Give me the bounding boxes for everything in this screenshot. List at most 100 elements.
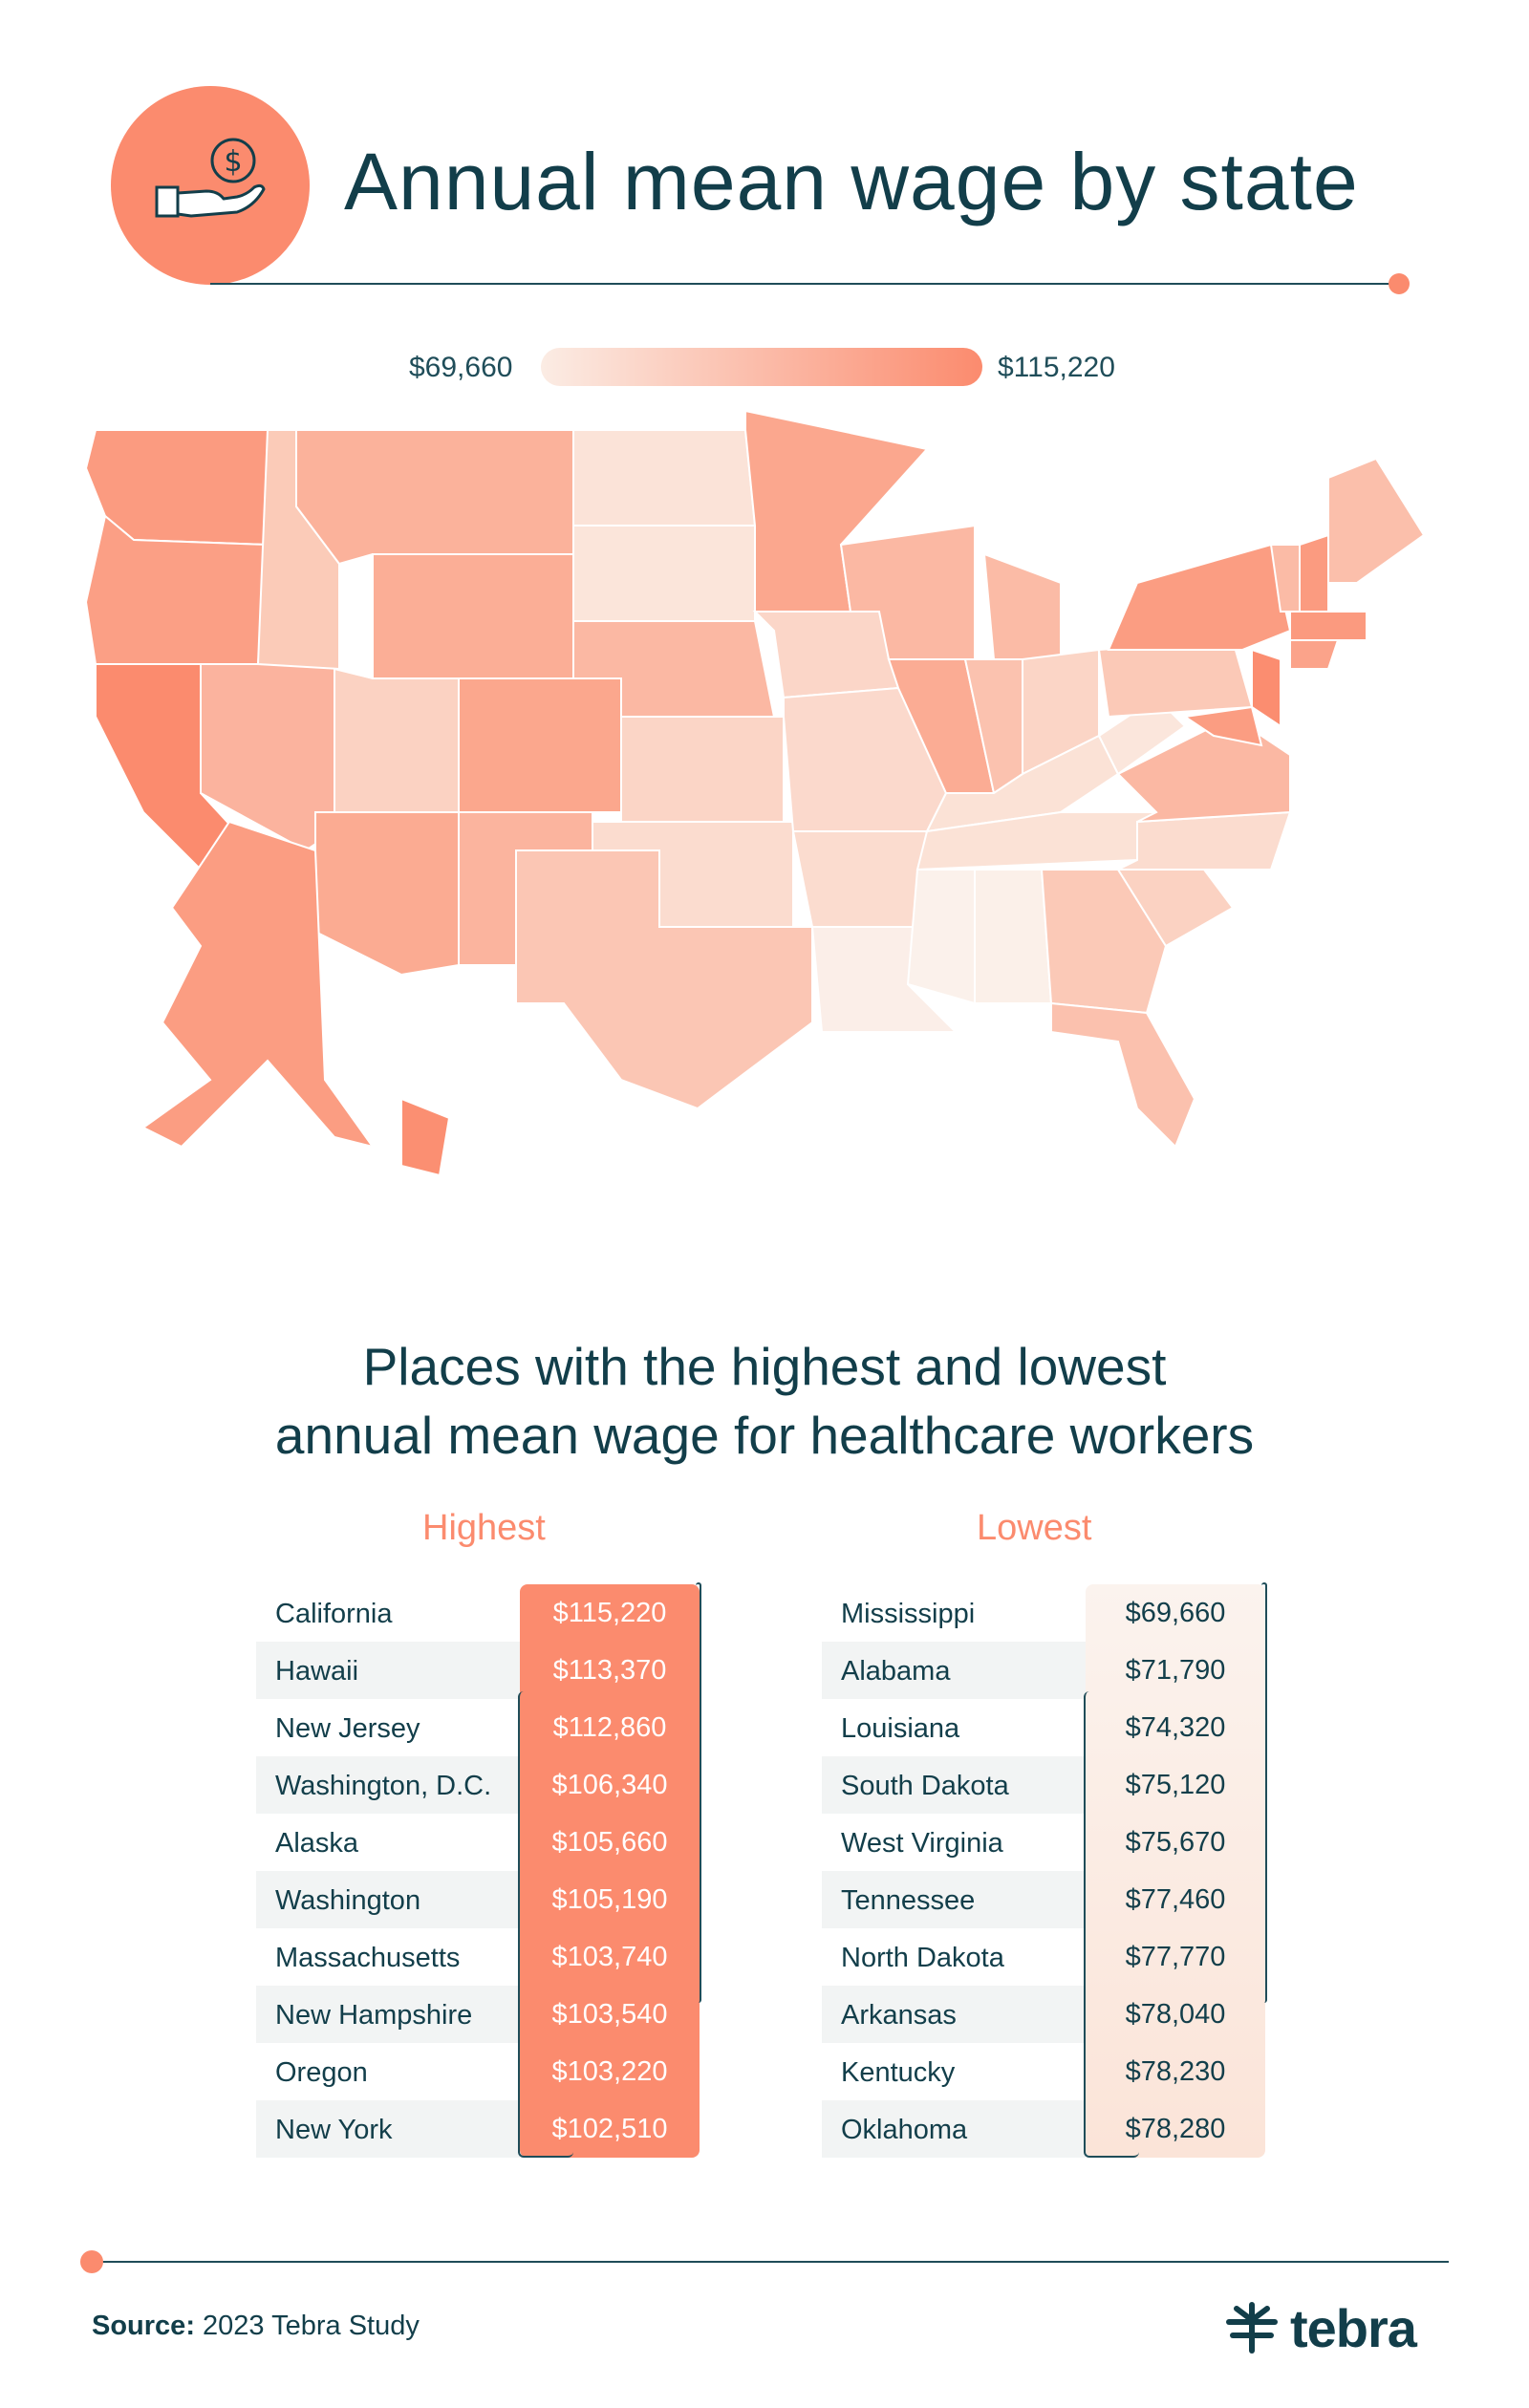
- legend-max-label: $115,220: [998, 352, 1115, 383]
- header-divider: [210, 283, 1395, 285]
- state-name: Alaska: [275, 1828, 359, 1859]
- table-row: Oklahoma $78,280: [822, 2100, 1265, 2158]
- table-row: California $115,220: [256, 1584, 700, 1642]
- table-row: New York $102,510: [256, 2100, 700, 2158]
- state-alabama: [974, 869, 1053, 1004]
- state-massachusetts: [1289, 611, 1367, 641]
- wage-value: $103,540: [551, 1999, 668, 2030]
- state-name: Louisiana: [841, 1713, 960, 1744]
- source-text: 2023 Tebra Study: [203, 2311, 420, 2341]
- highest-bracket-left: [518, 1691, 573, 2158]
- state-michigan: [982, 552, 1062, 660]
- wage-value: $106,340: [551, 1770, 668, 1800]
- footer-divider: [92, 2261, 1449, 2263]
- header-divider-dot: [1389, 273, 1410, 294]
- lowest-bracket-right: [1261, 1582, 1267, 2003]
- table-row: Arkansas $78,040: [822, 1986, 1265, 2043]
- source-note: Source: 2023 Tebra Study: [92, 2311, 420, 2342]
- wage-value: $103,220: [551, 2056, 668, 2087]
- section-title-line-1: Places with the highest and lowest: [362, 1337, 1167, 1396]
- lowest-heading: Lowest: [977, 1508, 1092, 1548]
- highest-value-column: [520, 1584, 700, 2158]
- state-name: Mississippi: [841, 1599, 976, 1629]
- wage-value: $77,460: [1125, 1884, 1226, 1915]
- state-iowa: [752, 611, 900, 699]
- wage-value: $105,660: [551, 1827, 668, 1858]
- table-row: North Dakota $77,770: [822, 1928, 1265, 1986]
- table-row: New Jersey $112,860: [256, 1699, 700, 1756]
- tebra-logo: tebra: [1223, 2293, 1443, 2360]
- footer-divider-dot: [80, 2250, 103, 2273]
- wage-value: $69,660: [1125, 1598, 1226, 1628]
- table-row: South Dakota $75,120: [822, 1756, 1265, 1814]
- state-north-dakota: [572, 429, 757, 527]
- wage-value: $77,770: [1125, 1942, 1226, 1972]
- hand-dollar-coin-icon: $: [155, 138, 266, 218]
- state-colorado: [458, 677, 622, 813]
- state-name: West Virginia: [841, 1828, 1003, 1859]
- state-name: Washington: [275, 1885, 421, 1916]
- state-name: South Dakota: [841, 1771, 1009, 1801]
- wage-value: $75,670: [1125, 1827, 1226, 1858]
- state-arkansas: [791, 830, 929, 928]
- state-utah: [334, 667, 460, 813]
- state-new-hampshire: [1299, 533, 1329, 613]
- state-pennsylvania: [1097, 638, 1254, 719]
- state-south-dakota: [572, 525, 756, 622]
- page-title: Annual mean wage by state: [344, 137, 1359, 226]
- state-name: Arkansas: [841, 2000, 957, 2031]
- state-alaska: [141, 820, 376, 1149]
- wage-value: $71,790: [1125, 1655, 1226, 1686]
- table-row: West Virginia $75,670: [822, 1814, 1265, 1871]
- state-name: Hawaii: [275, 1656, 359, 1687]
- lowest-bracket-left: [1084, 1691, 1139, 2158]
- state-kansas: [620, 716, 785, 823]
- svg-text:$: $: [224, 145, 242, 179]
- source-label: Source:: [92, 2311, 195, 2341]
- wage-value: $115,220: [552, 1598, 667, 1628]
- state-wyoming: [372, 553, 574, 679]
- state-name: Alabama: [841, 1656, 951, 1687]
- state-name: Kentucky: [841, 2057, 956, 2088]
- state-name: New York: [275, 2115, 393, 2145]
- state-name: Oklahoma: [841, 2115, 968, 2145]
- state-hawaii: [400, 1097, 451, 1177]
- wage-value: $78,280: [1125, 2114, 1226, 2144]
- state-name: Oregon: [275, 2057, 368, 2088]
- state-texas: [515, 849, 813, 1110]
- wage-value: $78,040: [1125, 1999, 1226, 2030]
- table-row: Mississippi $69,660: [822, 1584, 1265, 1642]
- state-name: Washington, D.C.: [275, 1771, 492, 1801]
- table-row: Alabama $71,790: [822, 1642, 1265, 1699]
- tebra-wordmark: tebra: [1290, 2298, 1417, 2358]
- legend-min-label: $69,660: [409, 352, 513, 383]
- state-georgia: [1040, 869, 1168, 1015]
- state-new-jersey: [1251, 648, 1281, 728]
- tebra-logo-icon: [1226, 2302, 1278, 2354]
- wage-value: $113,370: [552, 1655, 667, 1686]
- table-row: Washington $105,190: [256, 1871, 700, 1928]
- wage-value: $112,860: [552, 1712, 667, 1743]
- wage-value: $103,740: [551, 1942, 668, 1972]
- state-name: North Dakota: [841, 1943, 1004, 1973]
- wage-value: $102,510: [551, 2114, 668, 2144]
- wage-value: $75,120: [1125, 1770, 1226, 1800]
- highest-heading: Highest: [422, 1508, 546, 1548]
- table-row: Washington, D.C. $106,340: [256, 1756, 700, 1814]
- state-name: California: [275, 1599, 393, 1629]
- section-title-line-2: annual mean wage for healthcare workers: [274, 1406, 1255, 1465]
- wage-value: $105,190: [551, 1884, 668, 1915]
- state-montana: [295, 429, 574, 566]
- state-name: New Jersey: [275, 1713, 420, 1744]
- table-row: Massachusetts $103,740: [256, 1928, 700, 1986]
- lowest-value-column: [1086, 1584, 1265, 2158]
- state-mississippi: [906, 869, 976, 1005]
- table-row: Hawaii $113,370: [256, 1642, 700, 1699]
- state-connecticut: [1289, 639, 1340, 670]
- table-row: Alaska $105,660: [256, 1814, 700, 1871]
- state-florida: [1050, 1001, 1196, 1149]
- highest-table: California $115,220 Hawaii $113,370 New Je…: [256, 1584, 700, 2158]
- state-name: New Hampshire: [275, 2000, 473, 2031]
- table-row: Louisiana $74,320: [822, 1699, 1265, 1756]
- legend-gradient-bar: [541, 348, 982, 386]
